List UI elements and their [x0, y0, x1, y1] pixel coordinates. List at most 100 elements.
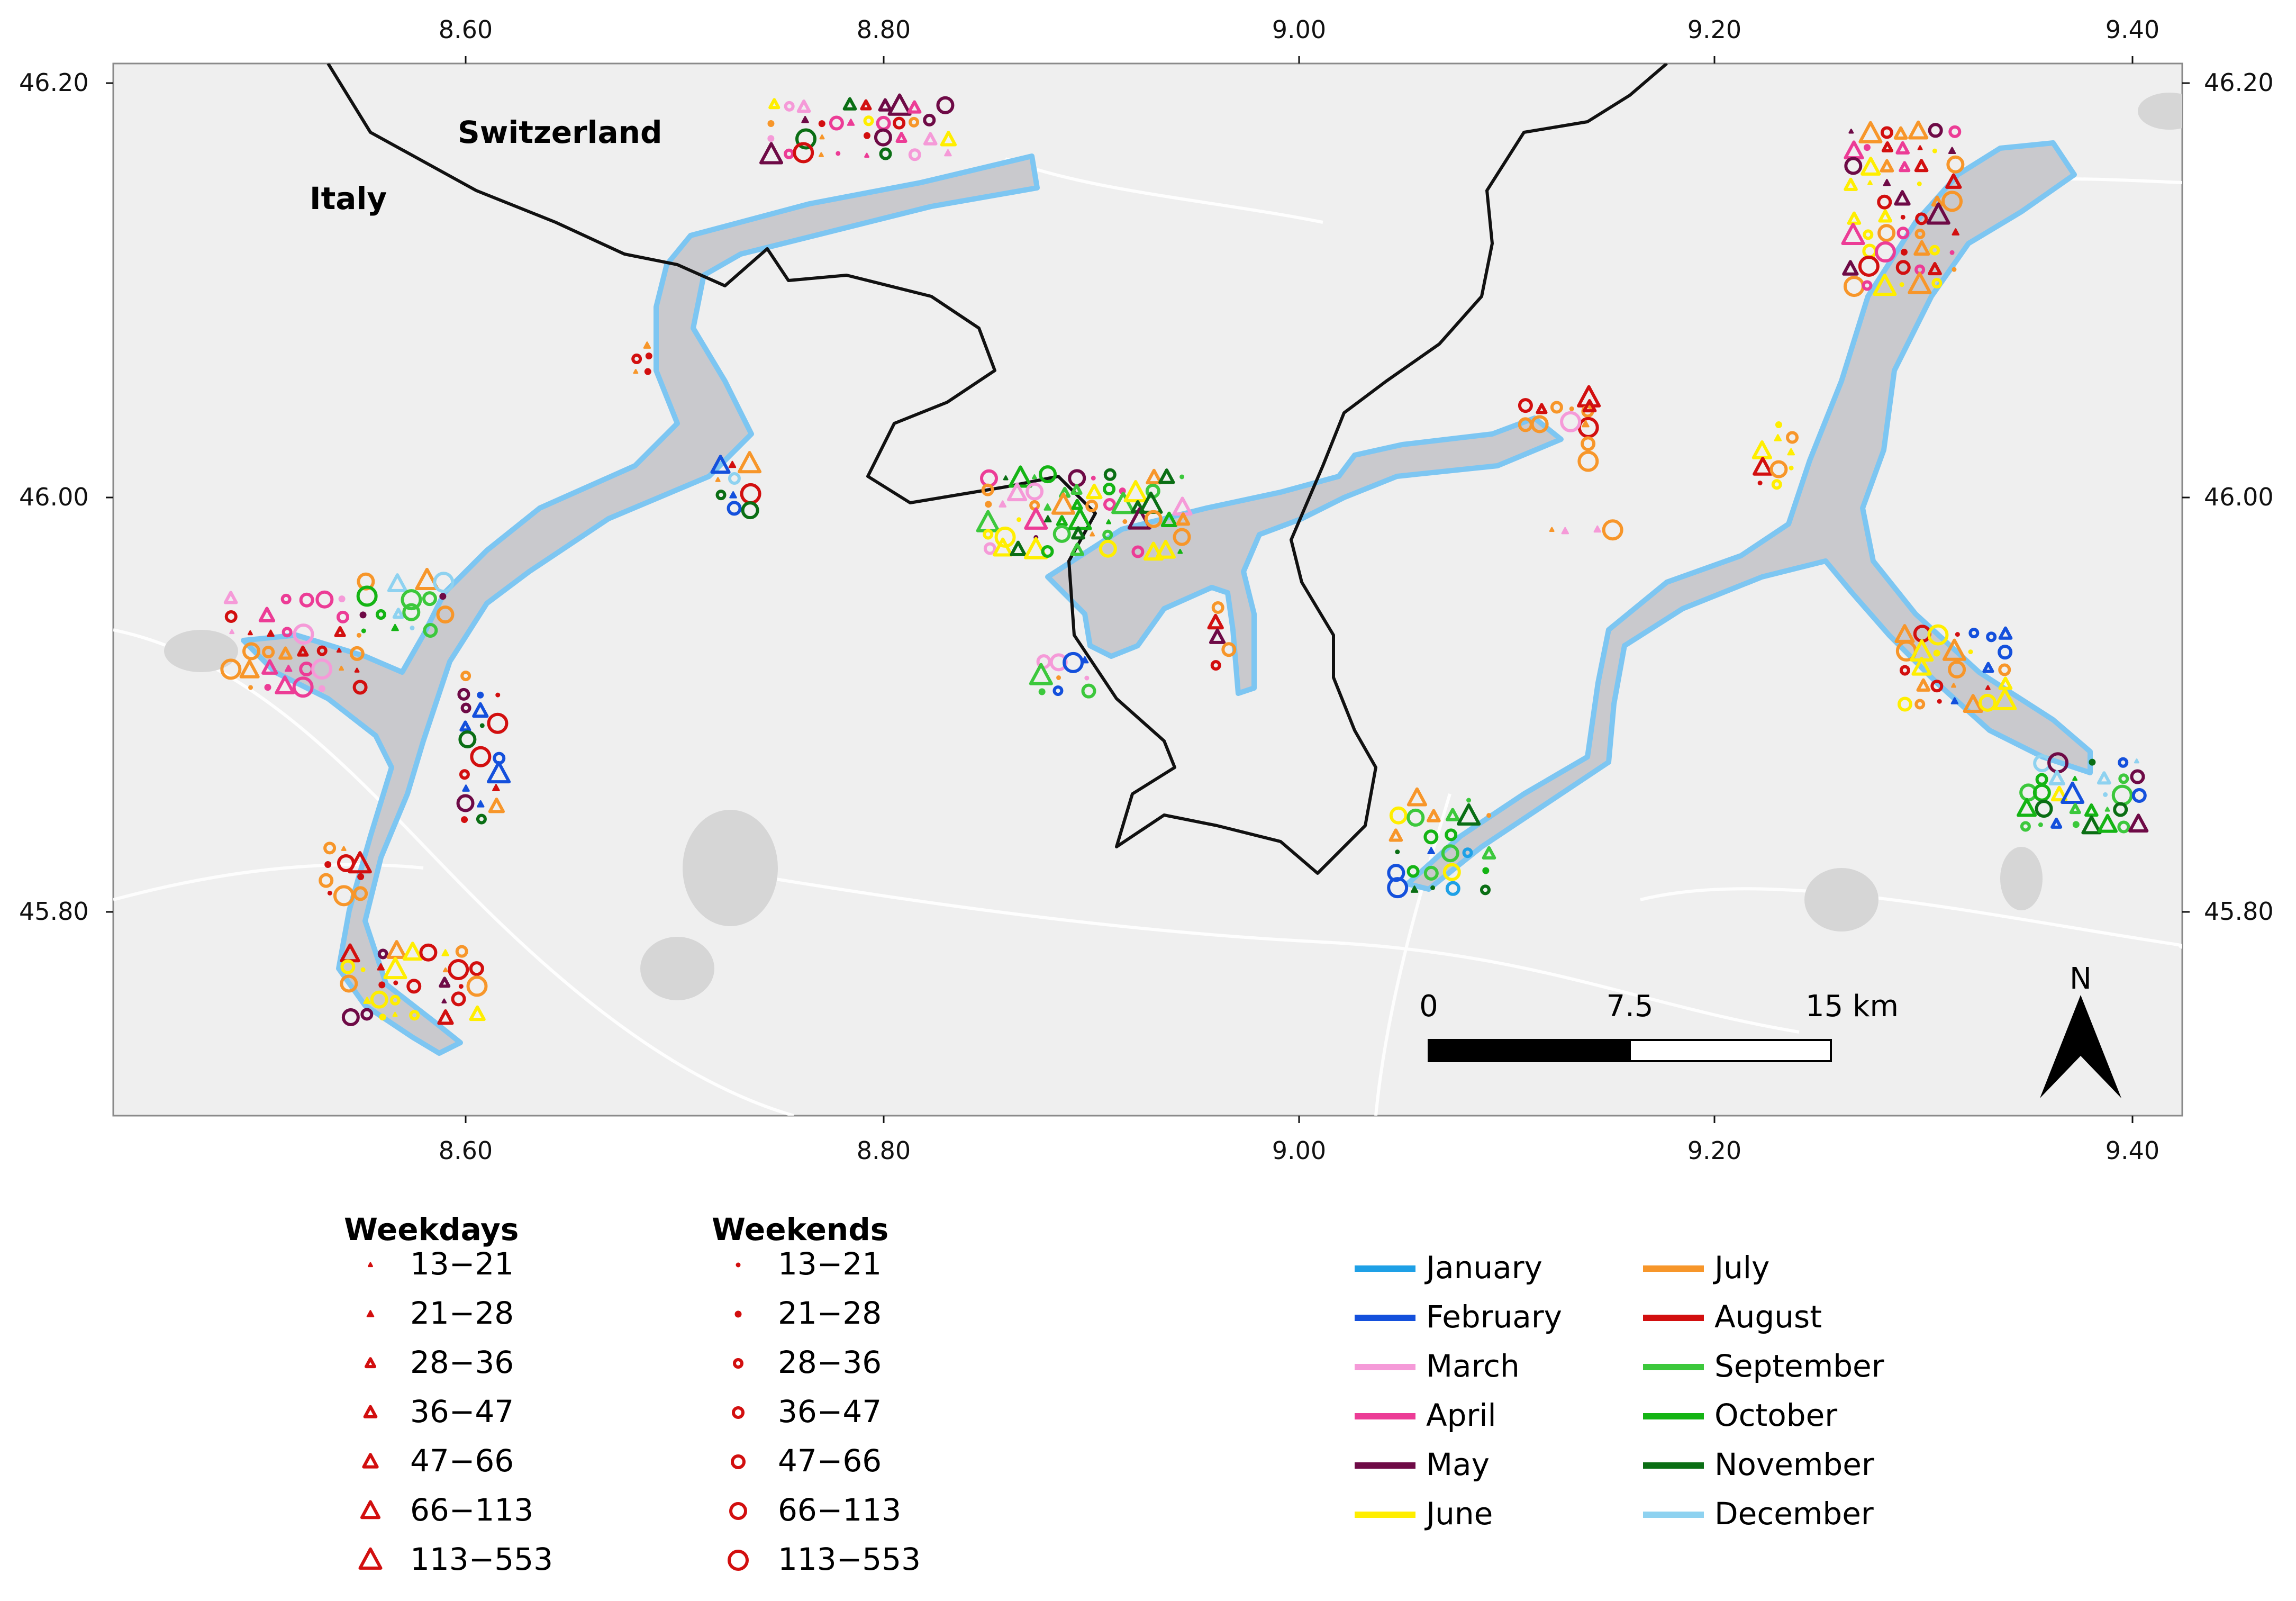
observation-symbol [981, 483, 994, 496]
observation-symbol [1753, 456, 1773, 476]
observation-symbol [340, 959, 356, 974]
observation-symbol [1968, 649, 1973, 655]
observation-symbol [2118, 757, 2129, 768]
legend-class-label: 36−47 [778, 1394, 882, 1430]
x-tick-label: 9.20 [1687, 15, 1741, 44]
observation-symbol [1877, 194, 1892, 210]
observation-symbol [1945, 173, 1962, 189]
legend-class-label: 13−21 [410, 1246, 514, 1282]
observation-symbol [923, 113, 936, 126]
observation-symbol [728, 460, 737, 468]
legend-class-label: 113−553 [410, 1541, 553, 1577]
observation-symbol [1569, 406, 1574, 411]
observation-symbol [356, 632, 361, 638]
legend-symbol-triangle [363, 1405, 378, 1418]
observation-symbol [1926, 202, 1950, 225]
observation-symbol [847, 119, 855, 126]
observation-symbol [2097, 813, 2118, 833]
observation-symbol [315, 590, 334, 609]
observation-symbol [1389, 828, 1403, 842]
observation-symbol [1026, 482, 1044, 501]
observation-symbol [1873, 273, 1897, 296]
legend-symbol-triangle [362, 1453, 379, 1469]
y-tick-label: 46.20 [2204, 68, 2274, 97]
observation-symbol [456, 794, 475, 812]
observation-symbol [1466, 798, 1472, 803]
north-arrow-label: N [2070, 962, 2092, 996]
legend-symbol-triangle [360, 1500, 381, 1519]
observation-symbol [433, 572, 455, 593]
observation-symbol [1406, 787, 1428, 807]
observation-symbol [1049, 653, 1068, 672]
observation-symbol [402, 942, 423, 961]
observation-symbol [1877, 224, 1896, 242]
observation-symbol [1787, 448, 1795, 456]
lake-lugano [1045, 415, 1564, 696]
observation-symbol [1858, 121, 1883, 143]
legend-months: January February March April May June July Augu… [1355, 1250, 1884, 1532]
observation-symbol [248, 685, 253, 690]
observation-symbol [1441, 844, 1459, 863]
observation-symbol [327, 890, 332, 896]
legend-class-label: 13−21 [778, 1246, 882, 1282]
legend-symbol-circle [736, 1262, 741, 1268]
observation-symbol [1952, 228, 1960, 236]
observation-symbol [267, 629, 275, 637]
observation-symbol [353, 886, 368, 901]
observation-symbol [461, 816, 468, 824]
observation-symbol [360, 967, 366, 972]
observation-symbol [1774, 434, 1782, 441]
observation-symbol [644, 368, 651, 375]
observation-symbol [1968, 628, 1980, 639]
axis-ticks [106, 56, 2190, 1123]
observation-symbol [1863, 229, 1874, 240]
observation-symbol [1445, 828, 1458, 842]
observation-symbols [220, 93, 2149, 1027]
observation-symbol [341, 846, 347, 851]
observation-symbol [458, 984, 464, 989]
legend-weekdays-title: Weekdays [344, 1211, 519, 1247]
x-tick-label: 9.20 [1687, 1136, 1741, 1165]
legend-symbol-triangle [366, 1310, 375, 1317]
legend-month-label: July [1713, 1250, 1769, 1286]
observation-symbol [469, 961, 484, 976]
observation-symbol [1914, 228, 1926, 239]
observation-symbol [352, 680, 368, 695]
legend-month-label: August [1714, 1299, 1822, 1335]
observation-symbol [908, 148, 921, 161]
observation-symbol [944, 149, 952, 157]
observation-symbol [1103, 498, 1116, 511]
observation-symbol [316, 645, 328, 656]
observation-symbol [476, 813, 487, 825]
observation-symbol [1442, 863, 1461, 881]
observation-symbol [455, 945, 468, 958]
observation-symbol [1081, 683, 1096, 699]
map-panel[interactable] [112, 62, 2201, 1117]
observation-symbol [1038, 688, 1046, 695]
observation-symbol [1179, 474, 1185, 480]
observation-symbol [1155, 539, 1176, 559]
observation-symbol [247, 630, 253, 636]
observation-symbol [863, 132, 870, 139]
observation-symbol [1948, 147, 1956, 155]
observation-symbol [1602, 519, 1623, 541]
observation-symbol [1482, 867, 1490, 874]
observation-symbol [727, 501, 742, 516]
observation-symbol [439, 593, 447, 600]
x-tick-label: 9.40 [2106, 1136, 2159, 1165]
observation-symbol [1577, 450, 1599, 472]
observation-symbol [1530, 415, 1549, 433]
observation-symbol [1963, 694, 1983, 713]
observation-symbol [1389, 806, 1408, 825]
observation-symbol [441, 949, 449, 956]
observation-symbol [784, 101, 795, 112]
observation-symbol [1427, 809, 1441, 822]
observation-symbol [1930, 680, 1944, 693]
observation-symbol [1445, 881, 1460, 896]
observation-symbol [983, 529, 994, 540]
observation-symbol [1769, 460, 1788, 478]
observation-symbol [338, 595, 346, 603]
observation-symbol [1081, 656, 1089, 664]
legend-month-label: November [1714, 1446, 1874, 1482]
observation-symbol [1518, 398, 1533, 413]
